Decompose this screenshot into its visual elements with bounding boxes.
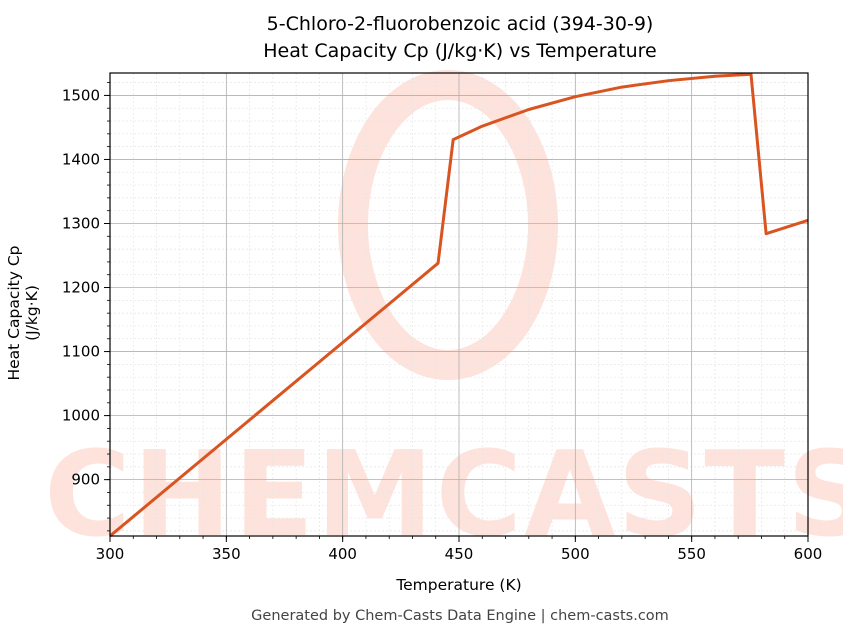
svg-text:1000: 1000 — [62, 407, 100, 425]
svg-text:1400: 1400 — [62, 150, 100, 168]
svg-text:600: 600 — [794, 545, 823, 563]
y-axis-label: Heat Capacity Cp (J/kg·K) — [5, 245, 41, 381]
svg-text:900: 900 — [71, 471, 100, 489]
chart-title: 5-Chloro-2-fluorobenzoic acid (394-30-9) — [266, 13, 654, 35]
svg-text:300: 300 — [96, 545, 125, 563]
chart-subtitle: Heat Capacity Cp (J/kg·K) vs Temperature — [263, 40, 657, 62]
watermark: CHEMCASTS — [44, 425, 843, 563]
svg-text:550: 550 — [677, 545, 706, 563]
x-axis-label: Temperature (K) — [396, 576, 522, 594]
svg-text:1100: 1100 — [62, 343, 100, 361]
svg-text:450: 450 — [445, 545, 474, 563]
svg-text:1300: 1300 — [62, 214, 100, 232]
footer-credit: Generated by Chem-Casts Data Engine | ch… — [251, 608, 669, 624]
svg-text:350: 350 — [212, 545, 241, 563]
svg-text:500: 500 — [561, 545, 590, 563]
series-line — [109, 72, 809, 538]
svg-text:1500: 1500 — [62, 86, 100, 104]
svg-text:400: 400 — [328, 545, 357, 563]
svg-text:1200: 1200 — [62, 279, 100, 297]
